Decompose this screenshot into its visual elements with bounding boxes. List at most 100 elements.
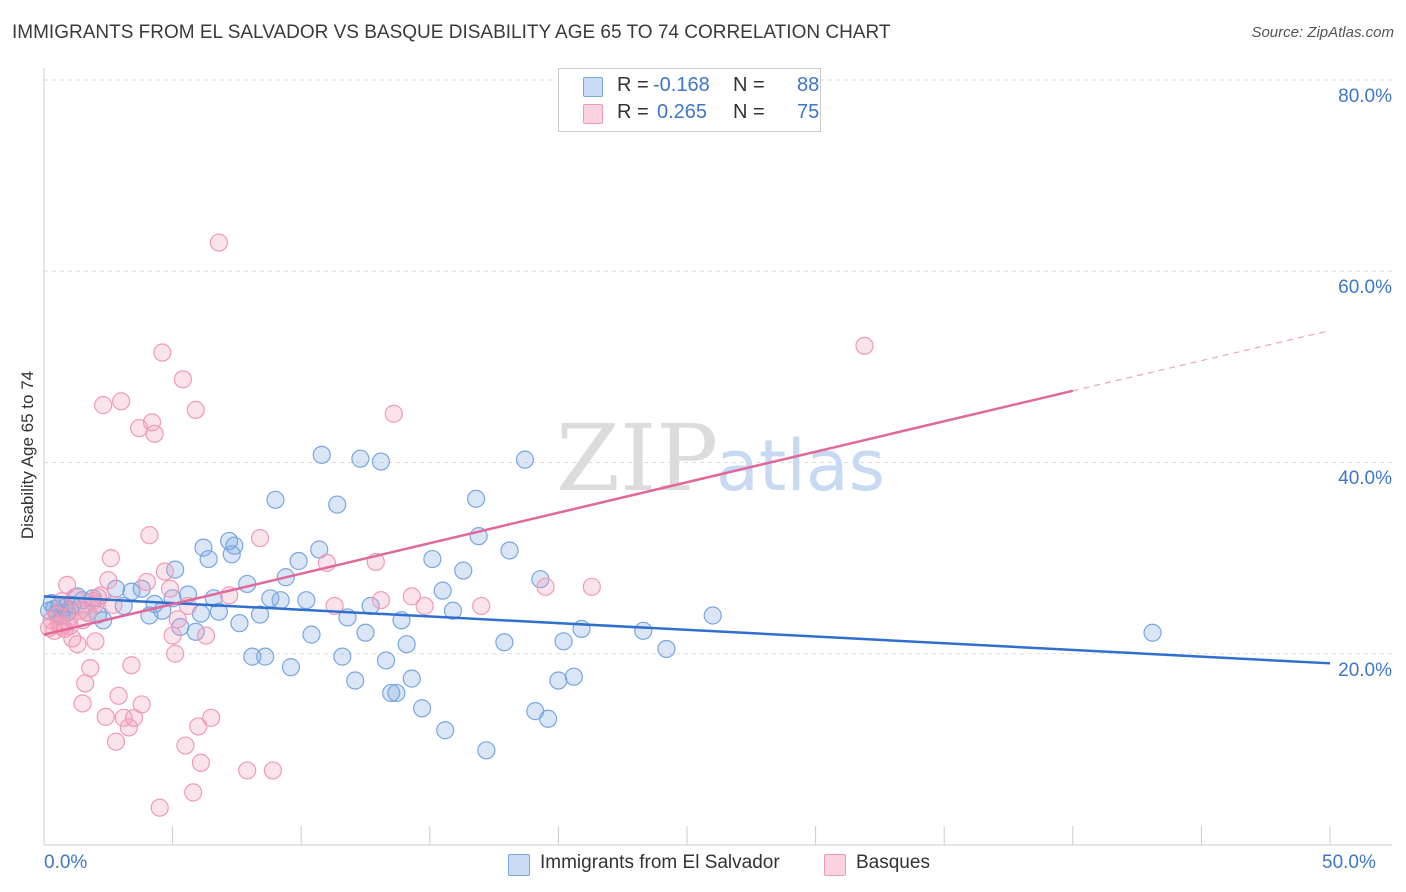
point-basques-64 [384, 404, 403, 423]
point-basques-28 [112, 392, 131, 411]
point-basques-34 [132, 695, 151, 714]
point-el-salvador-40 [256, 647, 275, 666]
legend-swatch-el-salvador [583, 77, 603, 97]
point-el-salvador-46 [289, 551, 308, 571]
point-basques-23 [99, 571, 118, 590]
series-swatch-basques [824, 854, 846, 876]
point-basques-50 [186, 400, 205, 420]
point-basques-69 [582, 577, 601, 596]
correlation-legend: R = -0.168 N = 88 R = 0.265 N = 75 [558, 68, 821, 132]
point-el-salvador-49 [310, 540, 329, 559]
point-basques-67 [472, 596, 491, 616]
y-tick-label-20: 20.0% [1338, 660, 1392, 681]
point-el-salvador-35 [225, 536, 244, 555]
point-basques-39 [150, 798, 169, 817]
point-basques-65 [402, 587, 421, 606]
point-basques-41 [155, 562, 174, 581]
point-el-salvador-30 [199, 549, 218, 569]
point-basques-13 [73, 694, 92, 713]
point-el-salvador-47 [297, 591, 316, 610]
point-el-salvador-81 [554, 632, 573, 651]
point-el-salvador-67 [433, 581, 452, 600]
point-basques-59 [263, 761, 283, 780]
watermark-zip: ZIP [556, 405, 718, 512]
point-el-salvador-29 [194, 538, 213, 557]
point-basques-11 [68, 635, 87, 654]
point-el-salvador-75 [500, 541, 519, 560]
point-el-salvador-66 [423, 549, 442, 569]
point-el-salvador-58 [371, 452, 391, 471]
point-basques-26 [106, 732, 126, 751]
x-tick-label-min: 0.0% [44, 852, 88, 873]
point-el-salvador-38 [243, 647, 262, 666]
point-el-salvador-45 [281, 658, 301, 677]
data-points [40, 233, 1162, 817]
point-basques-18 [86, 632, 105, 651]
point-el-salvador-74 [495, 633, 514, 652]
point-basques-46 [173, 370, 192, 389]
point-basques-38 [145, 424, 164, 443]
y-tick-label-80: 80.0% [1338, 86, 1392, 107]
point-el-salvador-84 [634, 621, 653, 640]
axes [43, 68, 1392, 846]
point-el-salvador-54 [346, 671, 365, 690]
point-basques-16 [81, 658, 100, 678]
point-el-salvador-55 [351, 449, 370, 468]
point-basques-40 [153, 343, 172, 362]
legend-swatch-basques [583, 104, 603, 124]
point-el-salvador-27 [186, 622, 205, 641]
point-el-salvador-87 [1143, 623, 1162, 642]
point-el-salvador-51 [328, 495, 347, 514]
point-basques-63 [371, 591, 391, 610]
point-el-salvador-56 [356, 623, 375, 642]
point-basques-66 [415, 596, 434, 616]
point-el-salvador-43 [271, 591, 290, 610]
point-basques-22 [96, 707, 115, 726]
point-el-salvador-63 [397, 635, 416, 654]
point-el-salvador-71 [466, 489, 486, 508]
x-tick-label-max: 50.0% [1322, 852, 1376, 873]
point-basques-29 [114, 708, 133, 727]
legend-n-label: N = [733, 101, 765, 123]
point-basques-49 [184, 783, 203, 802]
point-basques-58 [250, 528, 270, 548]
trend-line-extension-basques [1072, 329, 1331, 392]
legend-r-value-basques: 0.265 [657, 101, 708, 123]
point-basques-32 [124, 708, 144, 727]
point-el-salvador-70 [454, 561, 473, 580]
point-el-salvador-79 [539, 709, 558, 728]
point-basques-42 [160, 579, 180, 598]
series-label-basques: Basques [856, 852, 930, 873]
point-el-salvador-59 [376, 651, 396, 670]
point-el-salvador-73 [477, 741, 496, 760]
series-label-el-salvador: Immigrants from El Salvador [540, 852, 780, 873]
point-basques-53 [196, 626, 216, 645]
point-el-salvador-80 [549, 671, 568, 690]
point-basques-52 [191, 753, 210, 772]
point-el-salvador-65 [412, 699, 432, 718]
point-el-salvador-60 [382, 683, 401, 703]
point-el-salvador-32 [209, 602, 228, 621]
legend-r-value-el-salvador: -0.168 [653, 74, 710, 96]
point-el-salvador-82 [564, 667, 583, 686]
point-el-salvador-48 [302, 625, 321, 644]
legend-n-value-basques: 75 [797, 101, 820, 123]
trend-lines [43, 329, 1331, 665]
watermark-atlas: atlas [716, 425, 885, 507]
y-tick-label-40: 40.0% [1338, 468, 1392, 489]
point-basques-30 [119, 718, 138, 737]
point-el-salvador-69 [443, 601, 463, 620]
point-el-salvador-52 [333, 647, 352, 666]
point-el-salvador-85 [657, 639, 676, 659]
point-basques-43 [163, 626, 182, 645]
point-basques-57 [238, 761, 257, 780]
point-basques-27 [109, 686, 128, 705]
point-basques-37 [142, 413, 162, 432]
point-basques-54 [202, 708, 221, 727]
y-axis-label: Disability Age 65 to 74 [18, 370, 37, 540]
series-swatch-el-salvador [508, 854, 530, 876]
point-basques-70 [855, 336, 874, 355]
point-el-salvador-39 [250, 605, 270, 624]
legend-r-label: R = [617, 101, 649, 123]
